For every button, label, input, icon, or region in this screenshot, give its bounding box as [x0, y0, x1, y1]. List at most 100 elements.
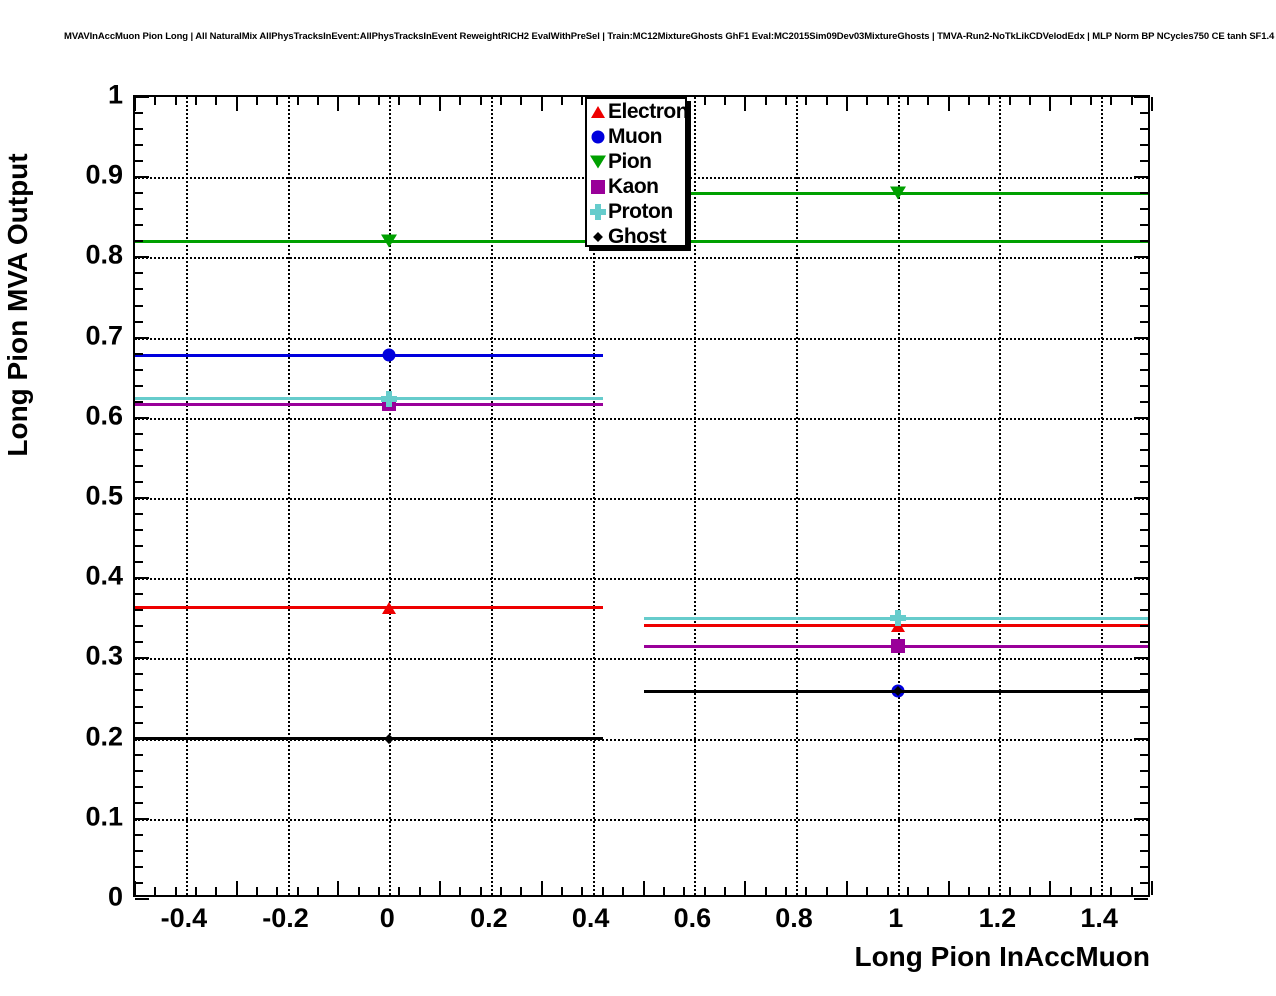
x-tick-minor-top [1089, 97, 1092, 105]
y-tick-label: 0.8 [85, 239, 123, 270]
y-tick-minor-right [1140, 833, 1148, 836]
legend-item-muon[interactable]: Muon [587, 124, 685, 149]
data-point-kaon-1 [890, 639, 905, 654]
y-tick-minor-right [1140, 432, 1148, 435]
legend-item-electron[interactable]: Electron [587, 99, 689, 124]
legend-item-proton[interactable]: Proton [587, 199, 685, 224]
gridline-horizontal [135, 257, 1148, 260]
y-tick-minor [135, 609, 143, 612]
y-tick-minor-right [1140, 545, 1148, 548]
x-tick-minor [195, 887, 198, 895]
x-tick-minor [276, 887, 279, 895]
y-tick-minor-right [1140, 881, 1148, 884]
x-tick-minor-top [967, 97, 970, 105]
gridline-vertical [592, 97, 595, 895]
data-point-proton-1 [889, 610, 906, 627]
y-tick-major [135, 737, 149, 740]
data-point-pion-1 [889, 186, 906, 200]
x-tick-minor-top [1028, 97, 1031, 105]
x-tick-major-top [744, 97, 747, 111]
series-line-ghost [135, 737, 603, 741]
y-tick-minor-right [1140, 865, 1148, 868]
y-tick-minor [135, 464, 143, 467]
x-tick-minor [1028, 887, 1031, 895]
gridline-horizontal [135, 578, 1148, 581]
y-tick-minor-right [1140, 769, 1148, 772]
y-tick-minor [135, 513, 143, 516]
y-tick-minor-right [1140, 384, 1148, 387]
x-tick-minor [622, 887, 625, 895]
x-tick-minor [1089, 887, 1092, 895]
x-tick-minor [866, 887, 869, 895]
y-tick-major-right [1134, 737, 1148, 740]
y-tick-label: 0.7 [85, 320, 123, 351]
x-tick-minor-top [805, 97, 808, 105]
y-tick-minor [135, 272, 143, 275]
x-tick-minor [967, 887, 970, 895]
y-tick-minor [135, 160, 143, 163]
y-axis-title: Long Pion MVA Output [2, 153, 33, 457]
y-tick-minor-right [1140, 112, 1148, 115]
gridline-horizontal [135, 738, 1148, 741]
x-tick-minor-top [886, 97, 889, 105]
y-tick-minor-right [1140, 272, 1148, 275]
y-tick-major [135, 497, 149, 499]
x-tick-minor [215, 887, 218, 895]
x-tick-minor [988, 887, 991, 895]
y-tick-major [135, 336, 149, 339]
x-tick-minor-top [561, 97, 564, 105]
y-tick-minor-right [1140, 352, 1148, 355]
x-tick-minor-top [296, 97, 299, 105]
y-tick-minor-right [1140, 593, 1148, 596]
y-tick-minor-right [1140, 513, 1148, 516]
y-tick-minor-right [1140, 785, 1148, 788]
data-point-pion-0 [381, 234, 398, 248]
y-tick-minor [135, 865, 143, 868]
legend-item-ghost[interactable]: Ghost [587, 224, 685, 249]
x-tick-major-top [540, 97, 543, 111]
data-point-muon-0 [382, 348, 396, 362]
y-tick-minor [135, 304, 143, 307]
x-tick-major-top [845, 97, 848, 111]
legend-label: Pion [608, 150, 652, 173]
x-tick-minor-top [418, 97, 421, 105]
gridline-vertical [185, 97, 188, 895]
y-tick-minor [135, 721, 143, 724]
x-tick-label: 1.2 [978, 903, 1017, 933]
y-tick-minor [135, 529, 143, 532]
x-tick-minor [520, 887, 523, 895]
legend-marker-glyph [591, 130, 605, 144]
y-tick-minor-right [1140, 368, 1148, 371]
y-tick-label: 0.3 [85, 640, 123, 671]
x-tick-minor [703, 887, 706, 895]
gridline-vertical [897, 97, 900, 895]
x-tick-major [235, 881, 238, 895]
y-tick-minor-right [1140, 689, 1148, 692]
gridline-vertical [1101, 97, 1104, 895]
y-tick-minor [135, 208, 143, 211]
x-tick-minor [154, 887, 157, 895]
x-tick-minor-top [703, 97, 706, 105]
y-tick-minor-right [1140, 641, 1148, 644]
y-tick-major-right [1134, 416, 1148, 419]
data-point-ghost-0 [384, 733, 395, 744]
x-tick-minor-top [256, 97, 259, 105]
chart-caption: MVAVInAccMuon Pion Long | All NaturalMix… [64, 31, 1276, 42]
legend-item-pion[interactable]: Pion [587, 149, 685, 174]
x-tick-major-top [1049, 97, 1052, 111]
gridline-vertical [694, 97, 697, 895]
y-tick-major-right [1134, 336, 1148, 339]
legend-marker-glyph [590, 204, 606, 220]
x-tick-major [439, 881, 442, 895]
y-tick-minor [135, 144, 143, 147]
y-tick-major [135, 416, 149, 419]
x-tick-minor-top [398, 97, 401, 105]
legend-item-kaon[interactable]: Kaon [587, 174, 685, 199]
y-tick-minor-right [1140, 224, 1148, 227]
y-tick-minor-right [1140, 320, 1148, 323]
y-tick-major-right [1134, 256, 1148, 259]
legend-marker-square-icon [590, 178, 607, 195]
y-tick-minor [135, 833, 143, 836]
y-tick-minor-right [1140, 801, 1148, 804]
